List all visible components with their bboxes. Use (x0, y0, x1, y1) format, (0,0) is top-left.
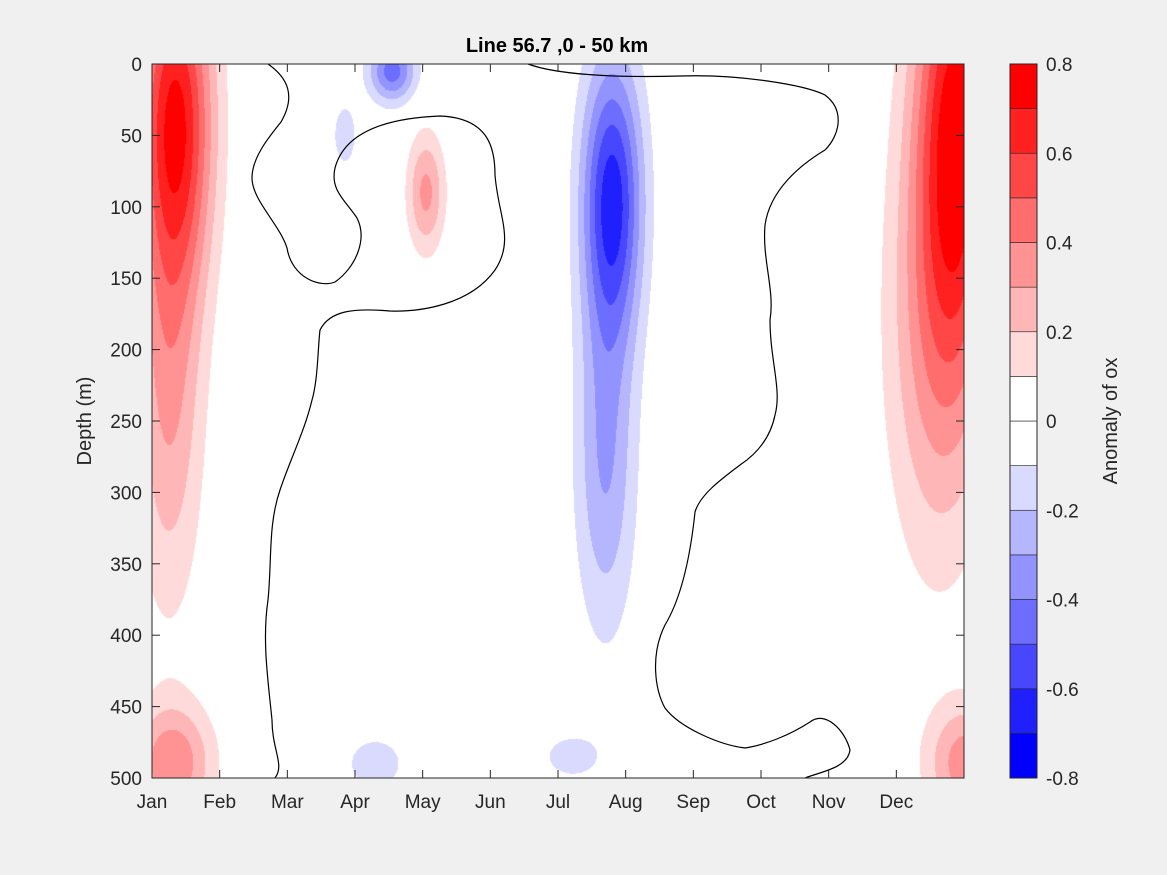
colorbar-tick-label: 0.6 (1046, 144, 1072, 165)
y-axis-label: Depth (m) (74, 377, 96, 466)
colorbar-bin (1009, 63, 1038, 109)
colorbar-tick-label: -0.6 (1046, 680, 1079, 701)
colorbar-label: Anomaly of ox (1100, 358, 1122, 485)
colorbar-bin (1009, 376, 1038, 422)
x-tick-label: Mar (271, 792, 304, 813)
y-tick-label: 350 (110, 555, 142, 576)
plot-area (151, 63, 965, 779)
colorbar-bin (1009, 554, 1038, 600)
x-tick-label: May (405, 792, 441, 813)
x-tick-label: Feb (203, 792, 236, 813)
y-axis: 0 50 100 150 200 250 300 350 400 450 500 (110, 55, 964, 790)
colorbar-tick-label: 0.4 (1046, 234, 1073, 255)
colorbar-frame (1009, 63, 1038, 779)
colorbar-bin (1009, 242, 1038, 288)
colorbar: -0.8 -0.6 -0.4 -0.2 0 0.2 0.4 0.6 0.8 Anomaly of… (1009, 55, 1122, 790)
x-axis: Jan Feb Mar Apr May Jun Jul Aug Sep Oct Nov Dec (137, 64, 913, 813)
y-tick-label: 50 (121, 126, 142, 147)
x-tick-label: Apr (340, 792, 370, 813)
y-tick-label: 0 (131, 55, 142, 76)
colorbar-bins (1009, 63, 1038, 779)
chart-title: Line 56.7 ,0 - 50 km (466, 35, 648, 57)
y-tick-label: 150 (110, 269, 142, 290)
anomaly-contour-field (152, 64, 964, 778)
x-tick-label: Oct (746, 792, 776, 813)
colorbar-bin (1009, 509, 1038, 556)
x-tick-label: Sep (676, 792, 710, 813)
colorbar-bin (1009, 465, 1038, 511)
colorbar-bin (1009, 420, 1038, 466)
colorbar-bin (1009, 688, 1038, 734)
colorbar-bin (1009, 599, 1038, 645)
y-tick-label: 400 (110, 626, 142, 647)
y-tick-label: 250 (110, 412, 142, 433)
y-tick-label: 100 (110, 198, 142, 219)
zero-contour-late (527, 63, 851, 779)
y-tick-label: 200 (110, 341, 142, 362)
colorbar-tick-label: 0.8 (1046, 55, 1072, 76)
x-tick-label: Jun (475, 792, 506, 813)
colorbar-bin (1009, 197, 1038, 243)
x-tick-label: Nov (812, 792, 846, 813)
x-tick-label: Dec (879, 792, 913, 813)
colorbar-bin (1009, 733, 1038, 779)
x-tick-label: Jan (137, 792, 168, 813)
colorbar-tick-label: -0.4 (1046, 591, 1079, 612)
y-tick-label: 450 (110, 698, 142, 719)
colorbar-bin (1009, 331, 1038, 377)
zero-contour-lines (251, 63, 851, 779)
colorbar-tick-label: -0.8 (1046, 769, 1079, 790)
colorbar-tick-label: 0 (1046, 412, 1057, 433)
x-tick-label: Jul (546, 792, 570, 813)
colorbar-bin (1009, 286, 1038, 333)
colorbar-bin (1009, 108, 1038, 154)
colorbar-bin (1009, 152, 1038, 199)
y-tick-label: 300 (110, 483, 142, 504)
colorbar-tick-label: -0.2 (1046, 501, 1079, 522)
colorbar-tick-label: 0.2 (1046, 323, 1072, 344)
colorbar-ticks: -0.8 -0.6 -0.4 -0.2 0 0.2 0.4 0.6 0.8 (1046, 55, 1079, 790)
y-tick-label: 500 (110, 769, 142, 790)
zero-contour-early (251, 63, 506, 779)
x-tick-label: Aug (609, 792, 643, 813)
colorbar-bin (1009, 643, 1038, 690)
